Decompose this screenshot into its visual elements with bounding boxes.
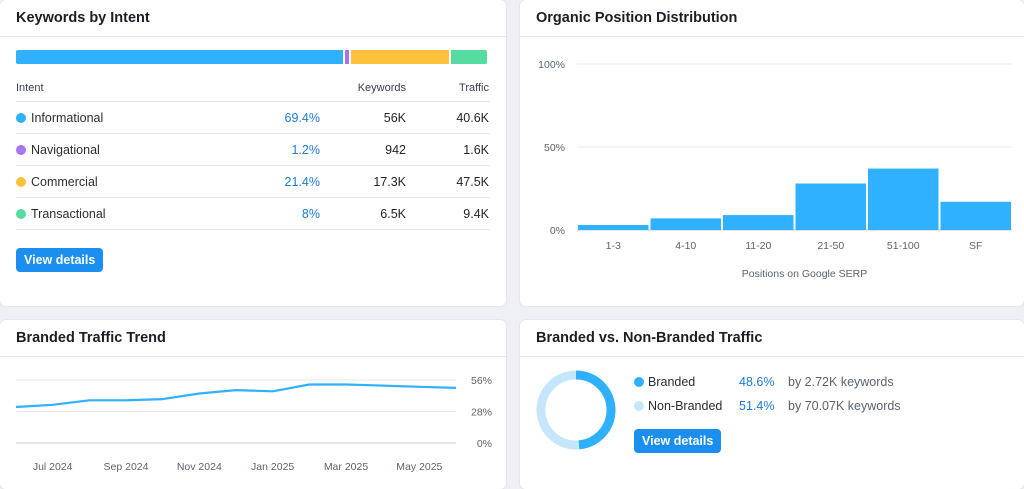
- column-header-intent: Intent: [16, 82, 44, 94]
- branded-traffic-trend-card: Branded Traffic Trend 0% 28% 56% Jul 2024 Se…: [0, 320, 506, 489]
- intent-percent[interactable]: 21.4%: [284, 175, 320, 189]
- intent-color-dot: [16, 113, 26, 123]
- divider: [520, 356, 1024, 357]
- intent-table: Intent Keywords Traffic Informational 69.…: [16, 74, 490, 230]
- intent-color-dot: [16, 177, 26, 187]
- card-title: Branded Traffic Trend: [16, 330, 166, 346]
- position-bar[interactable]: [868, 168, 939, 230]
- y-tick-label: 50%: [544, 142, 565, 154]
- table-row: Informational 69.4% 56K 40.6K: [16, 102, 490, 134]
- view-details-button[interactable]: View details: [16, 248, 104, 272]
- position-bar-chart: 0% 50% 100% 1-3 4-10 11-20 21-50 51-100 SF Positi…: [538, 59, 1012, 280]
- x-tick-label: 51-100: [887, 240, 920, 252]
- y-tick-label: 100%: [538, 59, 565, 71]
- x-tick-label: 1-3: [606, 240, 621, 252]
- legend-percent[interactable]: 48.6%: [739, 375, 775, 389]
- branded-donut-chart: [536, 370, 616, 450]
- divider: [0, 36, 506, 37]
- intent-color-dot: [16, 145, 26, 155]
- intent-color-dot: [16, 209, 26, 219]
- intent-traffic: 1.6K: [463, 143, 489, 157]
- x-tick-label: 21-50: [817, 240, 844, 252]
- legend-keywords: by 2.72K keywords: [788, 375, 894, 389]
- x-tick-label: Mar 2025: [324, 461, 369, 473]
- intent-share-bar: [16, 50, 487, 64]
- column-header-traffic[interactable]: Traffic: [459, 82, 489, 94]
- card-title: Keywords by Intent: [16, 10, 150, 26]
- position-bar[interactable]: [723, 215, 794, 230]
- intent-percent[interactable]: 8%: [301, 207, 320, 221]
- intent-bar-segment: [16, 50, 343, 64]
- view-details-button[interactable]: View details: [634, 429, 722, 453]
- intent-name: Commercial: [31, 175, 98, 189]
- intent-percent[interactable]: 69.4%: [284, 111, 320, 125]
- table-row: Commercial 21.4% 17.3K 47.5K: [16, 166, 490, 198]
- y-tick-label: 0%: [550, 225, 565, 237]
- x-tick-label: Jul 2024: [33, 461, 73, 473]
- column-header-keywords[interactable]: Keywords: [357, 82, 406, 94]
- intent-name: Informational: [31, 111, 104, 125]
- legend-keywords: by 70.07K keywords: [788, 399, 901, 413]
- branded-vs-non-branded-card: Branded vs. Non-Branded Traffic Branded 4…: [520, 320, 1024, 489]
- x-tick-label: 4-10: [675, 240, 696, 252]
- organic-position-distribution-card: Organic Position Distribution 0% 50% 100% 1…: [520, 0, 1024, 306]
- x-tick-label: 11-20: [745, 240, 771, 252]
- x-axis-label: Positions on Google SERP: [742, 268, 868, 280]
- position-bar[interactable]: [795, 183, 867, 230]
- intent-percent[interactable]: 1.2%: [291, 143, 321, 157]
- y-tick-label: 0%: [477, 438, 492, 450]
- x-tick-label: SF: [969, 240, 982, 252]
- legend-name: Non-Branded: [648, 399, 723, 413]
- legend-color-dot: [634, 377, 644, 387]
- position-bar[interactable]: [940, 201, 1012, 230]
- intent-bar-segment: [342, 50, 349, 64]
- card-title: Organic Position Distribution: [536, 10, 738, 26]
- intent-traffic: 40.6K: [456, 111, 489, 125]
- branded-trend-line-chart: 0% 28% 56% Jul 2024 Sep 2024 Nov 2024 Jan 2025…: [15, 375, 492, 473]
- intent-name: Transactional: [31, 207, 106, 221]
- table-row: Transactional 8% 6.5K 9.4K: [16, 198, 490, 230]
- card-title: Branded vs. Non-Branded Traffic: [536, 330, 763, 346]
- position-bar[interactable]: [650, 218, 722, 230]
- table-header: Intent Keywords Traffic: [16, 74, 490, 102]
- intent-bar-segment: [449, 50, 487, 64]
- divider: [520, 36, 1024, 37]
- legend-color-dot: [634, 401, 644, 411]
- x-tick-label: Nov 2024: [177, 461, 222, 473]
- intent-name: Navigational: [31, 143, 100, 157]
- position-bar[interactable]: [578, 225, 649, 230]
- intent-traffic: 47.5K: [456, 175, 489, 189]
- legend-name: Branded: [648, 375, 696, 389]
- intent-keywords: 56K: [383, 111, 406, 125]
- intent-bar-segment: [348, 50, 450, 64]
- intent-keywords: 942: [385, 143, 406, 157]
- x-tick-label: Jan 2025: [251, 461, 294, 473]
- y-tick-label: 28%: [471, 407, 492, 419]
- donut-slice[interactable]: [536, 370, 616, 450]
- keywords-by-intent-card: Keywords by Intent Intent Keywords Traff…: [0, 0, 506, 306]
- intent-traffic: 9.4K: [463, 207, 489, 221]
- divider: [0, 356, 506, 357]
- y-tick-label: 56%: [471, 375, 492, 387]
- legend-percent[interactable]: 51.4%: [739, 399, 775, 413]
- x-tick-label: May 2025: [396, 461, 442, 473]
- intent-keywords: 6.5K: [380, 207, 406, 221]
- table-row: Navigational 1.2% 942 1.6K: [16, 134, 490, 166]
- intent-keywords: 17.3K: [373, 175, 406, 189]
- branded-trend-line[interactable]: [15, 383, 457, 409]
- x-tick-label: Sep 2024: [104, 461, 149, 473]
